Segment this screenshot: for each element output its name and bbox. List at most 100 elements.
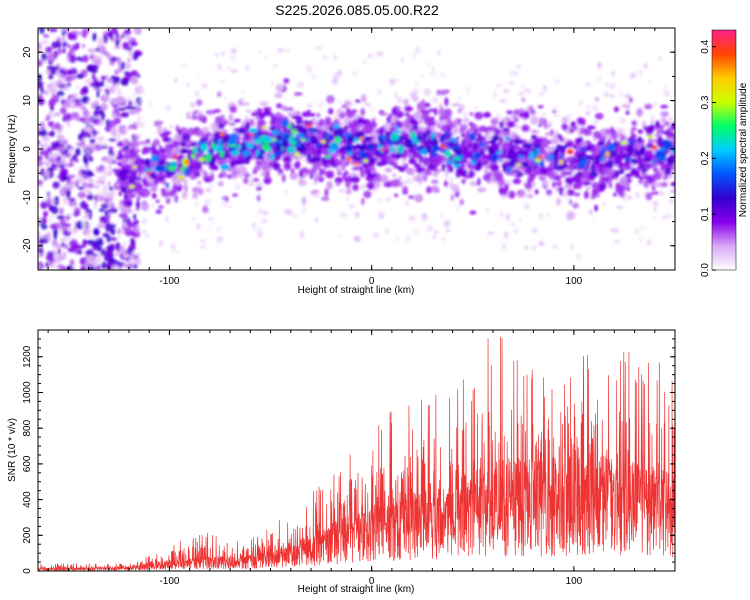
heatmap-cell — [82, 97, 89, 104]
heatmap-cell — [61, 30, 66, 37]
heatmap-cell — [96, 253, 103, 259]
heatmap-cell — [378, 211, 385, 220]
heatmap-cell — [539, 159, 545, 169]
heatmap-cell — [176, 250, 180, 254]
heatmap-cell — [596, 193, 600, 198]
heatmap-cell — [408, 157, 417, 165]
heatmap-cell — [121, 157, 128, 166]
heatmap-cell — [301, 196, 307, 205]
heatmap-cell — [652, 200, 659, 206]
heatmap-cell — [494, 171, 504, 181]
heatmap-cell — [576, 117, 584, 125]
snr-series-line — [38, 336, 675, 571]
heatmap-cell — [354, 211, 360, 218]
heatmap-cell — [101, 168, 107, 172]
heatmap-cell — [372, 231, 380, 239]
heatmap-cell — [144, 233, 150, 240]
heatmap-cell — [263, 55, 268, 60]
heatmap-cell — [68, 54, 77, 64]
heatmap-cell — [41, 52, 47, 61]
heatmap-cell — [385, 196, 391, 202]
heatmap-cell — [94, 266, 100, 270]
heatmap-cell — [109, 207, 118, 214]
heatmap-cell — [368, 162, 375, 167]
heatmap-cell — [88, 227, 92, 234]
heatmap-cell — [274, 92, 283, 99]
heatmap-cell — [110, 126, 117, 134]
heatmap-cell — [439, 211, 444, 219]
heatmap-cell — [410, 120, 419, 126]
heatmap-cell — [109, 87, 116, 94]
heatmap-cell — [663, 121, 670, 127]
heatmap-cell — [257, 207, 264, 215]
heatmap-cell — [89, 156, 94, 162]
heatmap-hotspot — [605, 151, 610, 157]
heatmap-cell — [499, 99, 507, 103]
heatmap-cell — [165, 105, 172, 112]
heatmap-cell — [384, 167, 393, 173]
heatmap-cell — [423, 88, 431, 96]
heatmap-cell — [245, 109, 252, 113]
heatmap-cell — [615, 132, 624, 138]
heatmap-cell — [190, 153, 196, 159]
heatmap-cell — [50, 124, 59, 130]
heatmap-cell — [123, 149, 132, 157]
heatmap-cell — [641, 138, 645, 147]
heatmap-cell — [431, 146, 437, 154]
heatmap-cell — [331, 77, 339, 85]
heatmap-cell — [284, 190, 289, 194]
x-tick-label: 0 — [369, 576, 375, 587]
heatmap-cell — [240, 145, 245, 152]
heatmap-cell — [570, 121, 576, 128]
heatmap-cell — [462, 111, 468, 117]
heatmap-cell — [211, 164, 217, 168]
heatmap-cell — [488, 139, 496, 144]
heatmap-cell — [457, 119, 461, 124]
heatmap-cell — [328, 135, 335, 141]
heatmap-cell — [123, 35, 132, 40]
heatmap-cell — [145, 139, 151, 144]
heatmap-cell — [53, 112, 61, 117]
heatmap-cell — [572, 203, 579, 209]
heatmap-cell — [130, 250, 136, 256]
heatmap-cell — [104, 84, 109, 88]
heatmap-cell — [223, 94, 228, 101]
heatmap-cell — [201, 115, 207, 124]
heatmap-cell — [39, 121, 45, 131]
heatmap-cell — [620, 129, 627, 133]
heatmap-cell — [100, 75, 107, 81]
heatmap-cell — [404, 201, 410, 206]
heatmap-cell — [54, 196, 59, 201]
heatmap-cell — [460, 104, 465, 111]
heatmap-cell — [277, 48, 284, 53]
heatmap-cell — [213, 109, 221, 113]
heatmap-cell — [371, 117, 376, 121]
heatmap-cell — [492, 134, 500, 142]
heatmap-cell — [94, 146, 103, 152]
heatmap-cell — [389, 145, 396, 153]
heatmap-cell — [455, 205, 462, 211]
heatmap-cell — [562, 186, 566, 189]
heatmap-cell — [286, 146, 296, 154]
heatmap-cell — [70, 67, 78, 75]
heatmap-cell — [117, 234, 121, 240]
heatmap-cell — [58, 79, 62, 88]
heatmap-cell — [404, 235, 411, 242]
heatmap-cell — [123, 241, 127, 247]
heatmap-cell — [214, 116, 222, 125]
heatmap-cell — [115, 242, 121, 251]
heatmap-cell — [645, 192, 653, 201]
heatmap-cell — [38, 59, 43, 67]
heatmap-cell — [136, 195, 140, 203]
heatmap-cell — [40, 129, 48, 137]
heatmap-cell — [347, 135, 355, 144]
y-tick-label: 0 — [22, 568, 33, 574]
heatmap-cell — [590, 165, 595, 171]
heatmap-cell — [408, 195, 415, 199]
heatmap-cell — [100, 180, 105, 185]
heatmap-cell — [292, 111, 296, 116]
heatmap-cell — [354, 235, 361, 243]
heatmap-hotspot — [359, 136, 364, 141]
heatmap-cell — [218, 122, 225, 130]
